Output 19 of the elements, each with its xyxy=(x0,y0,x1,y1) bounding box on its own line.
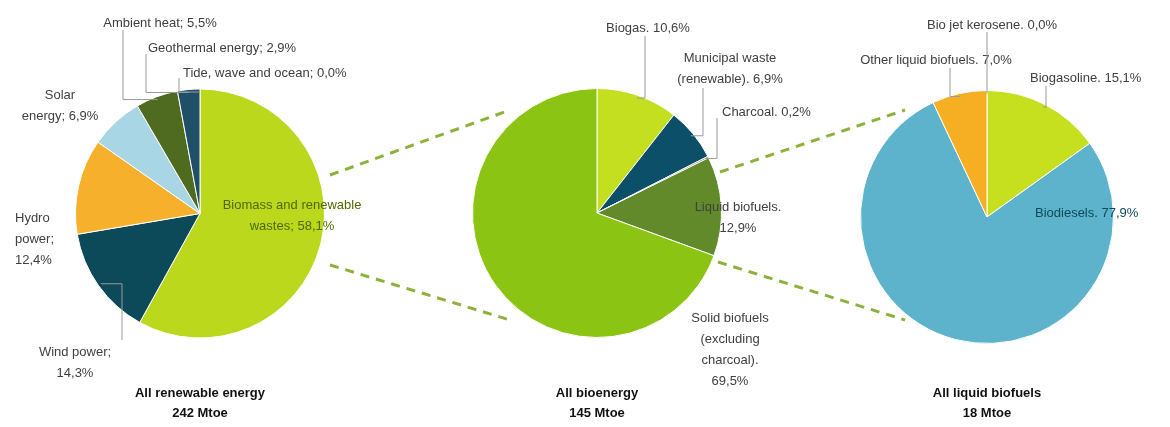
slice-label: Other liquid biofuels. 7,0% xyxy=(860,51,1013,67)
slice-label: Municipal waste (renewable). 6,9% xyxy=(677,49,784,86)
slice-label: Charcoal. 0,2% xyxy=(722,103,812,119)
text: All renewable energy xyxy=(134,384,266,400)
text: 18 Mtoe xyxy=(962,404,1012,420)
category-label: Bio jet kerosene. 0,0% xyxy=(926,16,1058,32)
text: 242 Mtoe xyxy=(172,404,228,420)
slice-label: Solid biofuels (excluding charcoal). 69,5% xyxy=(691,309,770,388)
slice-label: Ambient heat; 5,5% xyxy=(103,14,218,30)
slice-label: Wind power; 14,3% xyxy=(38,343,112,380)
text: 145 Mtoe xyxy=(569,404,625,420)
slice-label: Biogasoline. 15,1% xyxy=(1030,69,1142,85)
text: All bioenergy xyxy=(555,384,639,400)
category-label: Tide, wave and ocean; 0,0% xyxy=(183,64,347,80)
slice-label: Hydro power; 12,4% xyxy=(15,209,55,267)
text: All liquid biofuels xyxy=(932,384,1042,400)
slice-label: Biogas. 10,6% xyxy=(606,19,691,35)
slice-label: Solar energy; 6,9% xyxy=(21,86,99,123)
slice-label: Geothermal energy; 2,9% xyxy=(148,39,297,55)
